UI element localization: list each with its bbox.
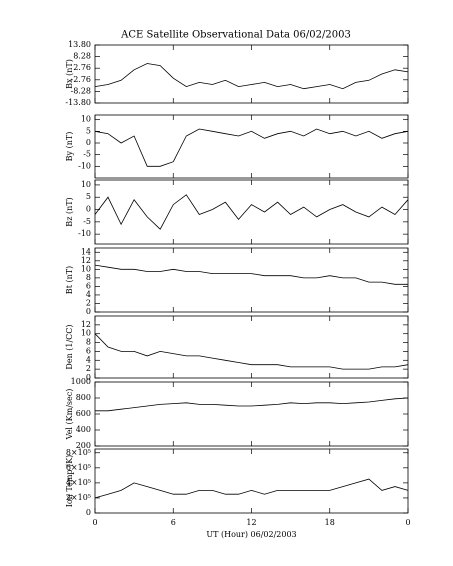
y-tick-label: 6×10⁵	[66, 463, 91, 472]
y-tick-label: -5	[83, 217, 91, 226]
y-tick-label: 12	[81, 256, 91, 265]
y-tick-label: 10	[81, 329, 91, 338]
data-line	[94, 264, 408, 285]
data-line	[94, 333, 409, 370]
x-tick-label: 18	[325, 518, 335, 527]
data-line	[95, 397, 409, 412]
y-tick-label: 6	[86, 281, 91, 290]
y-tick-label: 4	[86, 290, 91, 299]
y-tick-label: 1000	[71, 377, 91, 386]
y-tick-label: 8.28	[73, 52, 91, 61]
data-line	[94, 478, 409, 499]
y-tick-label: 600	[76, 409, 91, 418]
chart-title: ACE Satellite Observational Data 06/02/2…	[120, 30, 351, 41]
y-tick-label: 2	[86, 298, 91, 307]
y-tick-label: 13.80	[68, 40, 91, 49]
y-tick-label: 10	[81, 264, 91, 273]
y-tick-label: -2.76	[70, 75, 91, 84]
y-tick-label: 800	[76, 393, 91, 402]
y-tick-label: 2×10⁵	[66, 493, 91, 502]
x-axis-label: UT (Hour) 06/02/2003	[206, 530, 296, 539]
y-tick-label: 400	[76, 425, 91, 434]
data-line	[94, 63, 409, 90]
y-tick-label: 10	[81, 180, 91, 189]
y-tick-label: -8.28	[70, 86, 91, 95]
x-tick-label: 0	[92, 518, 97, 527]
data-line	[94, 194, 409, 230]
y-tick-label: 0	[86, 373, 91, 382]
y-tick-label: 2	[86, 364, 91, 373]
y-tick-label: 2.76	[73, 63, 91, 72]
y-tick-label: -5	[83, 150, 91, 159]
y-axis-label: Bz (nT)	[65, 197, 74, 226]
y-tick-label: 8	[86, 338, 91, 347]
y-tick-label: 0	[86, 508, 91, 517]
data-line	[94, 128, 409, 167]
y-tick-label: 5	[86, 192, 91, 201]
y-axis-label: Bx (nT)	[65, 59, 74, 89]
y-tick-label: 4	[86, 355, 91, 364]
y-tick-label: -13.80	[65, 98, 91, 107]
y-tick-label: 0	[86, 307, 91, 316]
y-axis-label: By (nT)	[65, 132, 74, 162]
y-tick-label: 12	[81, 320, 91, 329]
y-tick-label: 4×10⁵	[66, 478, 91, 487]
x-tick-label: 0	[405, 518, 410, 527]
y-tick-label: -10	[78, 161, 91, 170]
y-tick-label: -10	[78, 229, 91, 238]
x-tick-label: 6	[171, 518, 176, 527]
y-tick-label: 8×10⁵	[66, 448, 91, 457]
y-tick-label: 0	[86, 205, 91, 214]
y-axis-label: Bt (nT)	[65, 266, 74, 294]
y-tick-label: 14	[81, 247, 91, 256]
y-axis-label: Ion Temp (K)	[65, 455, 74, 508]
y-tick-label: 0	[86, 138, 91, 147]
y-tick-label: 200	[76, 441, 91, 450]
y-axis-label: Vel (Km/sec)	[65, 389, 74, 441]
y-tick-label: 10	[81, 115, 91, 124]
y-axis-label: Den (1/CC)	[65, 324, 74, 369]
y-tick-label: 5	[86, 126, 91, 135]
y-tick-label: 6	[86, 346, 91, 355]
x-tick-label: 12	[246, 518, 256, 527]
y-tick-label: 8	[86, 273, 91, 282]
